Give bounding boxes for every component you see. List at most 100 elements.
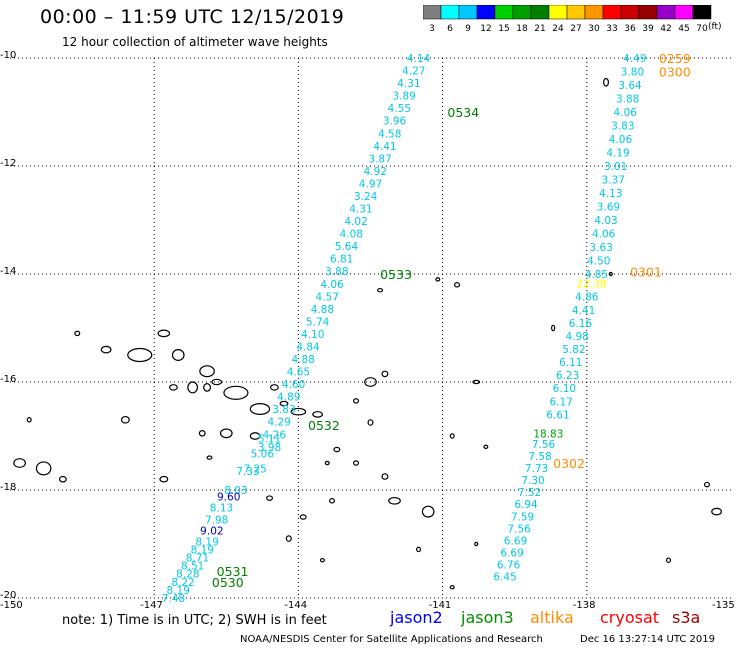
island-outline bbox=[219, 428, 233, 439]
wave-height-value: 3.64 bbox=[618, 80, 642, 92]
island-outline bbox=[157, 329, 171, 338]
wave-height-value: 3.88 bbox=[616, 94, 639, 106]
latitude-label: -12 bbox=[0, 158, 17, 169]
legend-label: 18 bbox=[516, 24, 528, 34]
wave-height-value: 7.52 bbox=[518, 487, 541, 499]
wave-height-value: 4.65 bbox=[287, 367, 310, 379]
latitude-label: -20 bbox=[0, 590, 17, 601]
wave-height-value: 18.83 bbox=[533, 428, 563, 440]
satellite-track: 5.11 5.06 7.25 bbox=[243, 434, 281, 476]
wave-height-value: 9.02 bbox=[200, 526, 223, 538]
wave-height-value: 5.64 bbox=[335, 241, 359, 253]
legend-label: 6 bbox=[447, 24, 453, 34]
pass-time-label: 0531 bbox=[217, 564, 249, 579]
island-outline bbox=[608, 271, 613, 277]
wave-height-value: 7.33 bbox=[236, 466, 259, 478]
islands bbox=[13, 77, 722, 590]
island-outline bbox=[58, 475, 67, 483]
island-outline bbox=[603, 77, 610, 87]
wave-height-value: 6.23 bbox=[556, 370, 579, 382]
map-frame bbox=[10, 57, 731, 599]
island-outline bbox=[551, 324, 556, 332]
island-outline bbox=[364, 377, 377, 387]
satellite-track: 4.864.416.164.985.826.116.236.106.176.61 bbox=[546, 292, 599, 422]
legend-label: 36 bbox=[624, 24, 636, 34]
latitude-label: -14 bbox=[0, 266, 17, 277]
wave-height-value: 4.06 bbox=[614, 107, 638, 119]
wave-height-value: 3.01 bbox=[604, 161, 627, 173]
wave-height-value: 22.38 bbox=[577, 279, 607, 291]
wave-height-value: 8.19 bbox=[195, 536, 218, 548]
wave-height-value: 3.80 bbox=[621, 67, 644, 79]
wave-height-value: 4.29 bbox=[267, 417, 290, 429]
wave-height-value: 7.56 bbox=[507, 523, 531, 535]
wave-height-value: 3.63 bbox=[590, 242, 613, 254]
map-subtitle: 12 hour collection of altimeter wave hei… bbox=[62, 35, 328, 49]
longitude-label: -147 bbox=[140, 600, 163, 611]
wave-height-value: 6.81 bbox=[330, 254, 353, 266]
island-outline bbox=[381, 370, 389, 378]
wave-height-value: 4.85 bbox=[585, 269, 608, 281]
wave-height-value: 4.57 bbox=[316, 291, 339, 303]
wave-height-value: 4.50 bbox=[587, 256, 610, 268]
satellite-track: 4.144.274.313.894.553.964.584.413.874.92… bbox=[258, 53, 431, 454]
island-outline bbox=[290, 407, 307, 416]
legend-swatch bbox=[692, 5, 712, 20]
wave-height-value: 4.03 bbox=[594, 215, 617, 227]
wave-height-value: 6.76 bbox=[497, 559, 521, 571]
longitude-label: -135 bbox=[712, 600, 735, 611]
island-outline bbox=[269, 384, 279, 391]
wave-height-value: 4.49 bbox=[623, 53, 646, 65]
legend-label: 45 bbox=[678, 24, 689, 34]
wave-height-value: 4.88 bbox=[311, 304, 334, 316]
legend-label: 15 bbox=[498, 24, 509, 34]
island-outline bbox=[127, 347, 153, 363]
footer-timestamp: Dec 16 13:27:14 UTC 2019 bbox=[580, 634, 715, 645]
latitude-label: -10 bbox=[0, 50, 17, 61]
satellite-track: 22.38 bbox=[577, 279, 607, 291]
legend-label: 33 bbox=[606, 24, 617, 34]
wave-height-value: 6.94 bbox=[514, 499, 538, 511]
wave-height-value: 4.06 bbox=[609, 134, 633, 146]
wave-height-value: 4.97 bbox=[359, 178, 382, 190]
legend-label: 27 bbox=[570, 24, 581, 34]
wave-height-value: 4.86 bbox=[575, 292, 599, 304]
satellite-track: 9.02 bbox=[200, 526, 223, 538]
satellite-legend-item: jason2 bbox=[390, 608, 443, 627]
wave-height-value: 4.41 bbox=[572, 305, 595, 317]
wave-height-value: 7.48 bbox=[162, 593, 185, 605]
color-legend-unit: (ft) bbox=[708, 22, 722, 32]
wave-height-value: 3.37 bbox=[602, 175, 625, 187]
island-outline bbox=[120, 415, 130, 424]
wave-height-value: 4.06 bbox=[592, 229, 616, 241]
wave-height-value: 4.84 bbox=[296, 341, 320, 353]
wave-height-value: 4.31 bbox=[349, 204, 372, 216]
island-outline bbox=[449, 433, 455, 439]
wave-height-value: 8.03 bbox=[224, 485, 247, 497]
island-outline bbox=[319, 557, 325, 563]
satellite-track: 9.60 bbox=[217, 491, 240, 503]
legend-label: 39 bbox=[642, 24, 654, 34]
pass-time-label: 0530 bbox=[212, 575, 244, 590]
satellite-track: 7.567.587.737.307.526.947.597.566.696.69… bbox=[493, 439, 555, 583]
wave-height-value: 4.58 bbox=[378, 128, 401, 140]
satellite-legend-item: jason3 bbox=[461, 608, 514, 627]
wave-height-value: 8.19 bbox=[167, 585, 190, 597]
island-outline bbox=[206, 455, 213, 460]
island-outline bbox=[199, 365, 215, 378]
wave-height-value: 4.02 bbox=[344, 216, 367, 228]
wave-height-value: 5.82 bbox=[562, 344, 585, 356]
island-outline bbox=[353, 398, 360, 404]
satellite-legend-item: altika bbox=[530, 608, 574, 627]
wave-height-value: 4.92 bbox=[364, 166, 387, 178]
wave-height-value: 3.83 bbox=[611, 121, 634, 133]
island-outline bbox=[449, 584, 455, 590]
legend-label: 70 bbox=[696, 24, 708, 34]
satellite-track: 8.198.198.718.518.288.228.197.48 bbox=[162, 536, 219, 605]
pass-time-label: 0532 bbox=[308, 418, 340, 433]
wave-height-value: 3.69 bbox=[597, 202, 620, 214]
satellite-legend-item: s3a bbox=[672, 608, 701, 627]
wave-height-value: 4.27 bbox=[402, 66, 425, 78]
pass-time-label: 0302 bbox=[553, 456, 585, 471]
